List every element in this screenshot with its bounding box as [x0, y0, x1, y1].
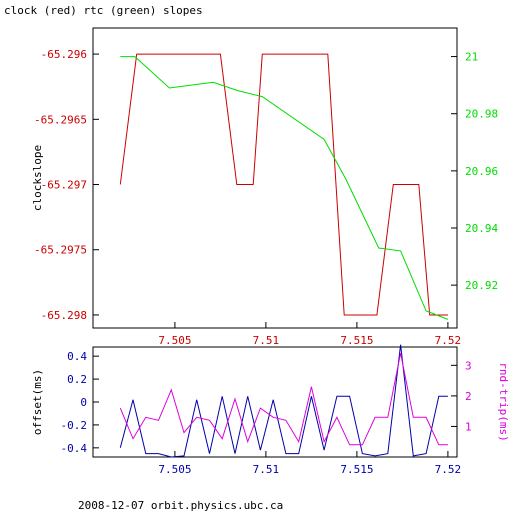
plot-frame-0	[92, 27, 458, 329]
y-axis-label-1: offset(ms)	[31, 369, 44, 435]
y-right-tick-label-1-1: 2	[465, 390, 472, 403]
y-left-tick-label-1-3: -0.2	[61, 419, 88, 432]
y-right-tick-label-0-4: 20.92	[465, 279, 498, 292]
series-magenta-line-1	[119, 353, 448, 446]
y-left-tick-label-1-2: 0	[80, 396, 87, 409]
y-right-tick-label-0-2: 20.96	[465, 165, 498, 178]
y-left-tick-label-1-1: 0.2	[67, 373, 87, 386]
footer-text: 2008-12-07 orbit.physics.ubc.ca	[78, 499, 284, 512]
x-tick-label-0-3: 7.52	[435, 334, 462, 347]
y-right-tick-label-0-0: 21	[465, 51, 478, 64]
y-left-tick-label-0-4: -65.298	[41, 309, 87, 322]
x-tick-label-1-2: 7.515	[340, 463, 373, 476]
series-blue-line-1	[119, 344, 448, 458]
y-right-tick-label-1-2: 1	[465, 420, 472, 433]
x-tick-label-0-0: 7.505	[158, 334, 191, 347]
y-axis-label-0: clockslope	[31, 145, 44, 211]
x-tick-label-0-1: 7.51	[253, 334, 280, 347]
x-tick-label-0-2: 7.515	[340, 334, 373, 347]
y-left-tick-label-0-2: -65.297	[41, 179, 87, 192]
y-left-tick-label-0-0: -65.296	[41, 48, 87, 61]
series-red-line-0	[119, 53, 448, 316]
x-tick-label-1-3: 7.52	[435, 463, 462, 476]
y-left-tick-label-0-3: -65.2975	[34, 244, 87, 257]
y-left-tick-label-1-0: 0.4	[67, 350, 87, 363]
y2-axis-label-1: rnd-trip(ms)	[497, 362, 510, 441]
x-tick-label-1-1: 7.51	[253, 463, 280, 476]
series-green-line-0	[120, 56, 449, 320]
y-right-tick-label-0-3: 20.94	[465, 222, 498, 235]
chart-title: clock (red) rtc (green) slopes	[4, 4, 203, 17]
y-left-tick-label-1-4: -0.4	[61, 442, 88, 455]
y-right-tick-label-1-0: 3	[465, 359, 472, 372]
y-left-tick-label-0-1: -65.2965	[34, 113, 87, 126]
x-tick-label-1-0: 7.505	[158, 463, 191, 476]
y-right-tick-label-0-1: 20.98	[465, 108, 498, 121]
